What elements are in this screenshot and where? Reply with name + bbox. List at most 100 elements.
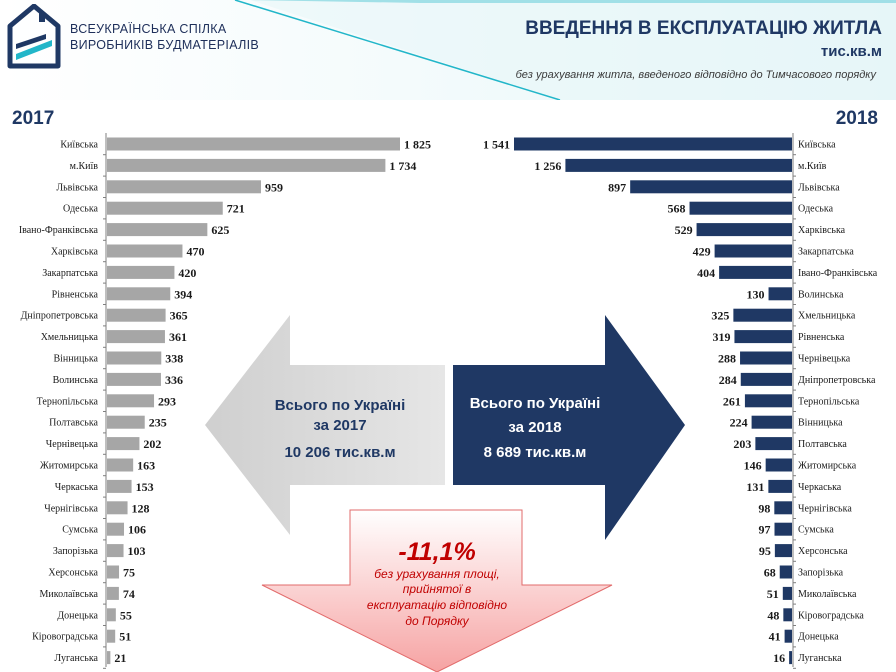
category-label-2017: Волинська (53, 375, 99, 386)
category-label-2017: Донецька (57, 610, 98, 621)
category-label-2017: Харківська (51, 247, 99, 258)
value-label-2018: 288 (718, 352, 736, 366)
value-label-2018: 130 (747, 287, 765, 301)
total-2018-value: 8 689 тис.кв.м (484, 444, 587, 461)
bar-2017 (107, 330, 165, 344)
year-2017-label: 2017 (12, 108, 55, 129)
category-label-2018: Одеська (798, 204, 834, 215)
value-label-2018: 224 (730, 416, 748, 430)
value-label-2017: 75 (123, 566, 135, 580)
value-label-2018: 1 256 (534, 159, 561, 173)
bar-2017 (107, 544, 124, 558)
bar-2017 (107, 458, 134, 472)
category-label-2018: Херсонська (798, 546, 848, 557)
category-label-2017: Тернопільська (37, 396, 99, 407)
value-label-2018: 284 (719, 373, 737, 387)
value-label-2018: 429 (693, 245, 711, 259)
total-2017-line1: Всього по Україні (275, 397, 406, 414)
bar-2017 (107, 158, 386, 172)
bar-2018 (783, 608, 792, 622)
value-label-2017: 361 (169, 330, 187, 344)
total-2017-value: 10 206 тис.кв.м (284, 444, 395, 461)
category-label-2018: Луганська (798, 653, 842, 664)
bars-2018: Київська 1 541 м.Київ 1 256 Львівська 897 Одес… (483, 137, 878, 669)
value-label-2018: 97 (759, 523, 771, 537)
value-label-2018: 404 (697, 266, 715, 280)
bar-2018 (779, 565, 792, 579)
total-2017-arrow (205, 315, 445, 535)
category-label-2017: Миколаївська (40, 589, 99, 600)
bar-2018 (774, 544, 792, 558)
category-label-2018: Львівська (798, 182, 840, 193)
value-label-2017: 21 (114, 651, 126, 665)
change-note-line4: до Порядку (405, 614, 469, 628)
value-label-2018: 897 (608, 180, 626, 194)
category-label-2018: Полтавська (798, 439, 847, 450)
category-label-2018: Івано-Франківська (798, 268, 878, 279)
category-label-2017: Вінницька (53, 354, 98, 365)
bar-2018 (782, 586, 792, 600)
bar-2018 (768, 287, 792, 301)
bar-2017 (107, 287, 171, 301)
category-label-2018: Житомирська (798, 461, 857, 472)
change-percent: -11,1% (398, 538, 475, 566)
value-label-2017: 128 (132, 501, 150, 515)
value-label-2017: 470 (186, 245, 204, 259)
category-label-2017: Сумська (62, 525, 98, 536)
org-logo-icon (7, 4, 61, 69)
value-label-2017: 163 (137, 459, 155, 473)
category-label-2018: Сумська (798, 525, 834, 536)
value-label-2017: 420 (178, 266, 196, 280)
bar-2018 (696, 223, 792, 237)
bar-2017 (107, 223, 208, 237)
value-label-2018: 146 (744, 459, 762, 473)
bar-2018 (784, 629, 792, 643)
header-background (0, 0, 896, 100)
bar-2017 (107, 372, 161, 386)
category-label-2017: Черкаська (55, 482, 99, 493)
value-label-2017: 625 (211, 223, 229, 237)
category-label-2017: Закарпатська (42, 268, 98, 279)
total-2018-arrow (453, 315, 685, 540)
value-label-2017: 103 (128, 544, 146, 558)
bar-2018 (719, 265, 792, 279)
bar-2018 (755, 437, 792, 451)
bar-2018 (630, 180, 792, 194)
bar-2018 (740, 351, 792, 365)
unit-label: тис.кв.м (820, 43, 882, 60)
category-label-2017: Полтавська (49, 418, 98, 429)
category-label-2018: Київська (798, 140, 836, 151)
total-2017-line2: за 2017 (313, 417, 366, 434)
bar-2017 (107, 501, 128, 515)
change-arrow (261, 509, 613, 672)
category-label-2018: Кіровоградська (798, 610, 864, 621)
value-label-2018: 1 541 (483, 138, 510, 152)
category-label-2018: Чернігівська (798, 503, 852, 514)
value-label-2017: 1 825 (404, 138, 431, 152)
bars-2017: Київська 1 825 м.Київ 1 734 Львівська 959 Одес… (19, 137, 431, 669)
value-label-2018: 48 (767, 608, 779, 622)
bar-2018 (789, 651, 792, 665)
bar-2017 (107, 308, 166, 322)
category-label-2018: Волинська (798, 289, 844, 300)
category-label-2018: Запорізька (798, 568, 844, 579)
value-label-2017: 51 (119, 630, 131, 644)
bar-2018 (514, 137, 792, 151)
value-label-2017: 202 (143, 437, 161, 451)
bar-2017 (107, 479, 132, 493)
value-label-2017: 721 (227, 202, 245, 216)
bar-2017 (107, 137, 400, 151)
category-label-2017: Чернівецька (46, 439, 99, 450)
bar-2018 (774, 501, 792, 515)
bar-2017 (107, 394, 155, 408)
category-label-2018: Тернопільська (798, 396, 860, 407)
value-label-2018: 131 (746, 480, 764, 494)
year-2018-label: 2018 (835, 108, 878, 129)
category-label-2018: Чернівецька (798, 354, 851, 365)
value-label-2017: 336 (165, 373, 183, 387)
change-note-line2: прийнятої в (403, 582, 471, 596)
value-label-2018: 95 (759, 544, 771, 558)
bar-2018 (565, 158, 792, 172)
bar-2018 (744, 394, 792, 408)
bar-2018 (768, 479, 792, 493)
